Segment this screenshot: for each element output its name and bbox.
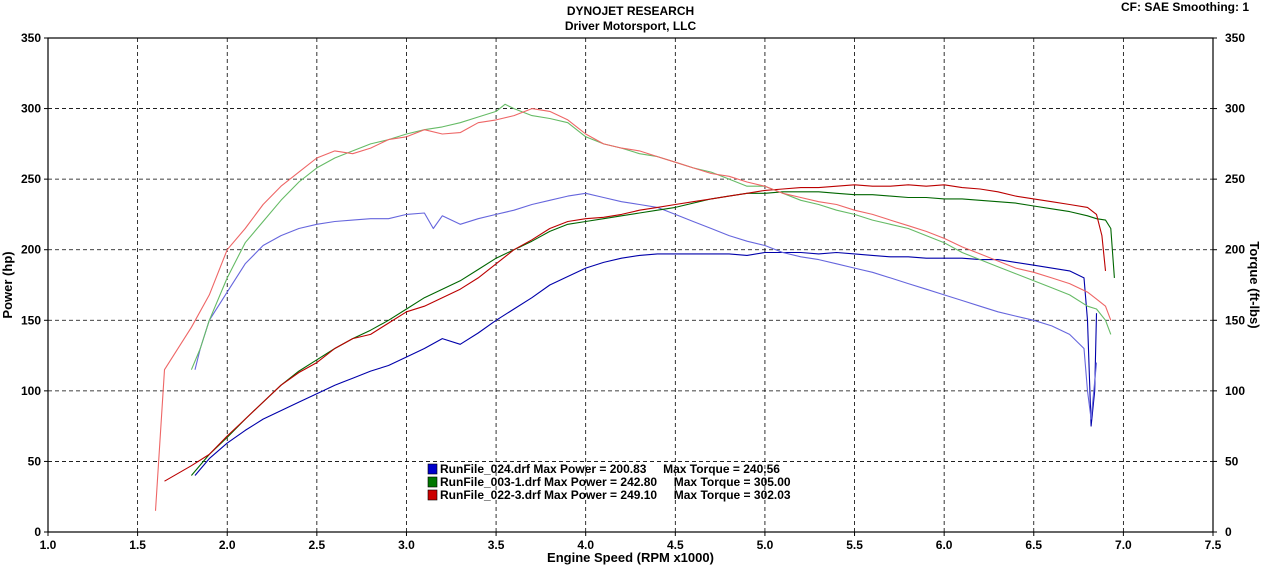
series-line-runfile-024-drf-power [194,251,1098,476]
y-tick-label-right: 150 [1225,313,1245,327]
x-tick-label: 7.5 [1205,538,1222,552]
x-tick-label: 6.0 [936,538,953,552]
x-tick-label: 5.0 [757,538,774,552]
series-line-runfile-003-1-drf-torque [190,103,1112,370]
y-tick-label-left: 150 [21,313,41,327]
legend-swatch [427,489,438,501]
y-tick-label-left: 0 [34,525,41,539]
series-line-runfile-022-3-drf-torque [154,108,1112,511]
legend-entry: RunFile_003-1.drf Max Power = 242.80 Max… [440,475,791,489]
y-tick-label-left: 300 [21,102,41,116]
series-line-runfile-022-3-drf-power [164,184,1107,482]
chart-subtitle: Driver Motorsport, LLC [564,19,697,33]
y-tick-label-right: 300 [1225,102,1245,116]
y-axis-label-left: Power (hp) [0,251,15,318]
x-axis-label: Engine Speed (RPM x1000) [547,550,714,565]
legend-swatch [427,463,438,475]
x-tick-label: 2.5 [309,538,326,552]
x-tick-label: 6.5 [1025,538,1042,552]
y-tick-label-right: 250 [1225,172,1245,186]
x-axis: 1.0 1.5 2.0 2.5 3.0 3.5 4.0 4.5 5.0 5.5 6.0 6.5 7.0 7… [40,532,1222,552]
x-tick-label: 3.0 [398,538,415,552]
y-tick-label-right: 350 [1225,31,1245,45]
y-tick-label-left: 50 [28,454,42,468]
y-tick-label-left: 100 [21,384,41,398]
y-axis-left: 0 50 100 150 200 250 300 350 [21,31,48,539]
chart-title: DYNOJET RESEARCH [566,4,695,18]
series-group [154,103,1115,511]
y-tick-label-left: 250 [21,172,41,186]
series-line-runfile-024-drf-torque [194,192,1098,420]
y-tick-label-right: 50 [1225,454,1239,468]
y-tick-label-left: 350 [21,31,41,45]
x-tick-label: 1.5 [129,538,146,552]
y-tick-label-right: 200 [1225,243,1245,257]
y-tick-label-right: 0 [1225,525,1232,539]
legend-swatch [427,476,438,488]
x-tick-label: 7.0 [1115,538,1132,552]
settings-label: CF: SAE Smoothing: 1 [1121,0,1249,14]
x-tick-label: 4.5 [667,538,684,552]
legend-entry: RunFile_022-3.drf Max Power = 249.10 Max… [440,488,791,502]
x-tick-label: 3.5 [488,538,505,552]
y-axis-label-right: Torque (ft-lbs) [1247,241,1261,328]
y-tick-label-left: 200 [21,243,41,257]
y-axis-right: 0 50 100 150 200 250 300 350 [1213,31,1245,539]
plot-area [47,37,1214,533]
x-tick-label: 2.0 [219,538,236,552]
x-tick-label: 1.0 [40,538,57,552]
legend-entry: RunFile_024.drf Max Power = 200.83 Max T… [440,462,780,476]
legend: RunFile_024.drf Max Power = 200.83 Max T… [427,462,791,502]
x-tick-label: 5.5 [846,538,863,552]
grid [48,38,1213,532]
y-tick-label-right: 100 [1225,384,1245,398]
x-tick-label: 4.0 [577,538,594,552]
